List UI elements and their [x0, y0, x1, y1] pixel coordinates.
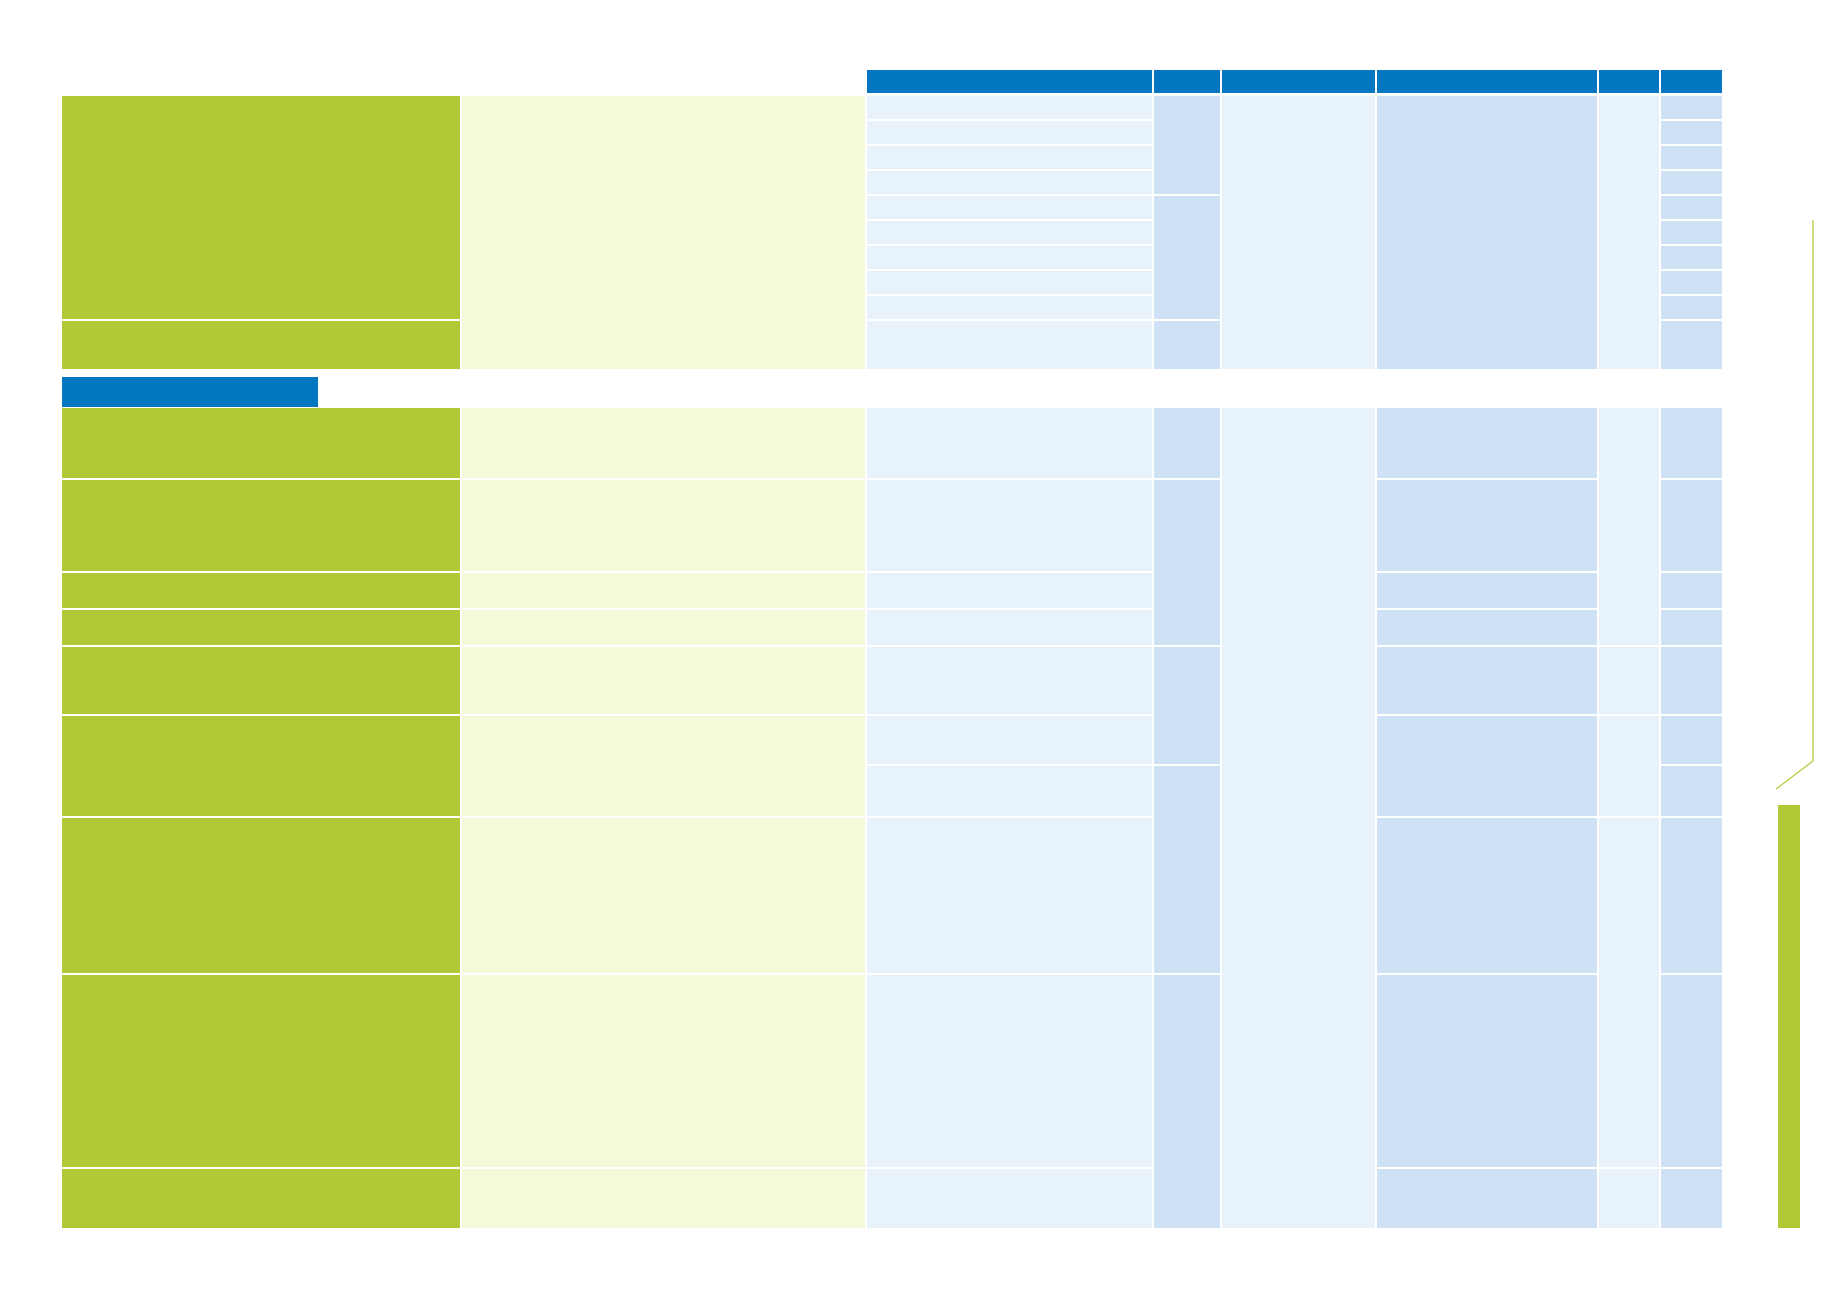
table-cell	[1661, 321, 1722, 369]
table-cell	[1154, 975, 1220, 1228]
row-label-cell	[62, 408, 460, 478]
table-cell	[1377, 610, 1597, 645]
table-cell	[867, 221, 1152, 244]
row-description-cell	[462, 975, 865, 1167]
side-accent-bar	[1778, 805, 1800, 1228]
row-description-cell	[462, 610, 865, 645]
table-cell	[867, 610, 1152, 645]
row-description-cell	[462, 1169, 865, 1228]
table-cell	[1377, 1169, 1597, 1228]
table-cell	[1377, 96, 1597, 369]
table-cell	[867, 573, 1152, 608]
row-description-cell	[462, 818, 865, 973]
table-cell	[1661, 975, 1722, 1167]
table-cell	[867, 146, 1152, 169]
header-cell-2	[1154, 70, 1220, 93]
row-label-cell	[62, 1169, 460, 1228]
row-label-cell	[62, 96, 460, 319]
table-cell	[1222, 96, 1375, 369]
table-cell	[1599, 716, 1659, 816]
table-cell	[867, 647, 1152, 714]
row-description-cell	[462, 96, 865, 369]
header-cell-6	[1661, 70, 1722, 93]
header-cell-1	[867, 70, 1152, 93]
table-cell	[1154, 647, 1220, 764]
table-cell	[1154, 196, 1220, 319]
table-cell	[1377, 716, 1597, 816]
table-cell	[1377, 408, 1597, 478]
section-tab	[62, 377, 318, 407]
table-cell	[867, 271, 1152, 294]
table-cell	[1661, 480, 1722, 571]
table-cell	[1661, 171, 1722, 194]
table-cell	[1599, 408, 1659, 645]
table-cell	[867, 171, 1152, 194]
table-cell	[1661, 146, 1722, 169]
table-cell	[1661, 246, 1722, 269]
table-cell	[867, 408, 1152, 478]
table-cell	[1661, 573, 1722, 608]
table-cell	[1154, 96, 1220, 194]
table-cell	[867, 321, 1152, 369]
row-label-cell	[62, 818, 460, 973]
table-cell	[1661, 716, 1722, 764]
table-cell	[1661, 196, 1722, 219]
table-cell	[1661, 121, 1722, 144]
header-cell-3	[1222, 70, 1375, 93]
row-label-cell	[62, 573, 460, 608]
table-cell	[1377, 975, 1597, 1167]
table-cell	[867, 246, 1152, 269]
row-description-cell	[462, 647, 865, 714]
table-cell	[1154, 321, 1220, 369]
row-label-cell	[62, 647, 460, 714]
table-cell	[1377, 480, 1597, 571]
table-cell	[867, 296, 1152, 319]
table-cell	[1661, 296, 1722, 319]
table-cell	[1377, 647, 1597, 714]
table-cell	[867, 96, 1152, 119]
row-label-cell	[62, 480, 460, 571]
table-cell	[1661, 271, 1722, 294]
table-cell	[1661, 221, 1722, 244]
table-cell	[1154, 766, 1220, 973]
table-cell	[1222, 408, 1375, 1228]
table-cell	[1661, 818, 1722, 973]
row-label-cell	[62, 321, 460, 369]
table-cell	[1599, 1169, 1659, 1228]
table-cell	[1661, 1169, 1722, 1228]
table-cell	[1377, 573, 1597, 608]
table-cell	[867, 196, 1152, 219]
table-cell	[867, 766, 1152, 816]
row-description-cell	[462, 408, 865, 478]
row-label-cell	[62, 716, 460, 816]
row-description-cell	[462, 480, 865, 571]
table-cell	[1154, 408, 1220, 478]
row-label-cell	[62, 610, 460, 645]
table-cell	[867, 716, 1152, 764]
row-description-cell	[462, 716, 865, 816]
row-description-cell	[462, 573, 865, 608]
table-cell	[867, 480, 1152, 571]
table-cell	[867, 818, 1152, 973]
header-cell-4	[1377, 70, 1597, 93]
table-cell	[1661, 96, 1722, 119]
table-cell	[867, 121, 1152, 144]
table-cell	[1599, 647, 1659, 714]
header-cell-5	[1599, 70, 1659, 93]
table-cell	[1661, 766, 1722, 816]
table-cell	[867, 1169, 1152, 1228]
table-cell	[1599, 96, 1659, 369]
table-cell	[1599, 818, 1659, 1167]
row-label-cell	[62, 975, 460, 1167]
table-cell	[1377, 818, 1597, 973]
table-cell	[1661, 610, 1722, 645]
table-cell	[1154, 480, 1220, 645]
table-cell	[1661, 647, 1722, 714]
table-cell	[1661, 408, 1722, 478]
table-cell	[867, 975, 1152, 1167]
